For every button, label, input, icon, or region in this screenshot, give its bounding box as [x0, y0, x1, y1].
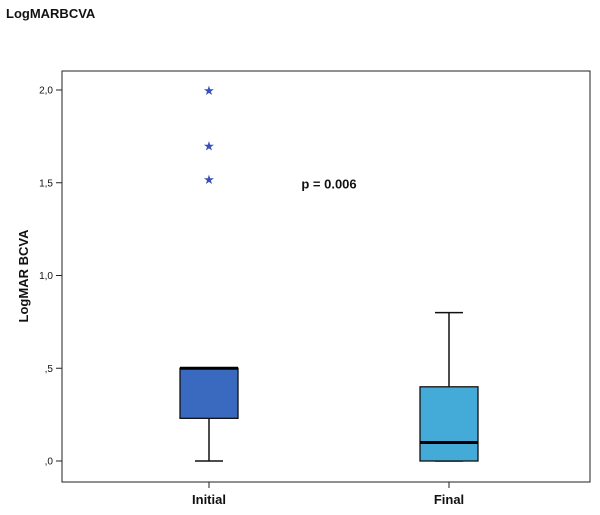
y-tick-label: 1,5 [39, 178, 53, 189]
y-tick-label: 2,0 [39, 86, 53, 97]
outlier-marker: ★ [203, 140, 215, 155]
y-axis: ,0 ,5 1,0 1,5 2,0 [39, 86, 62, 468]
page-title: LogMARBCVA [6, 6, 96, 21]
box-initial: ★ ★ ★ [179, 84, 239, 462]
box-body [419, 386, 479, 462]
y-tick-label: ,0 [45, 457, 54, 468]
boxes-layer: ★ ★ ★ [179, 84, 479, 462]
box-body [179, 367, 239, 419]
outlier-marker: ★ [203, 173, 215, 188]
y-axis-label: LogMAR BCVA [16, 229, 31, 323]
annotations-layer: p = 0.006 [301, 177, 356, 192]
y-tick-label: 1,0 [39, 271, 53, 282]
x-axis: Initial Final [192, 482, 464, 507]
box-final [419, 311, 479, 462]
plot-area-frame [61, 70, 591, 483]
p-value-annotation: p = 0.006 [301, 177, 356, 192]
x-category-label: Final [434, 492, 464, 507]
outlier-marker: ★ [203, 84, 215, 99]
x-category-label: Initial [192, 492, 226, 507]
y-tick-label: ,5 [45, 364, 54, 375]
